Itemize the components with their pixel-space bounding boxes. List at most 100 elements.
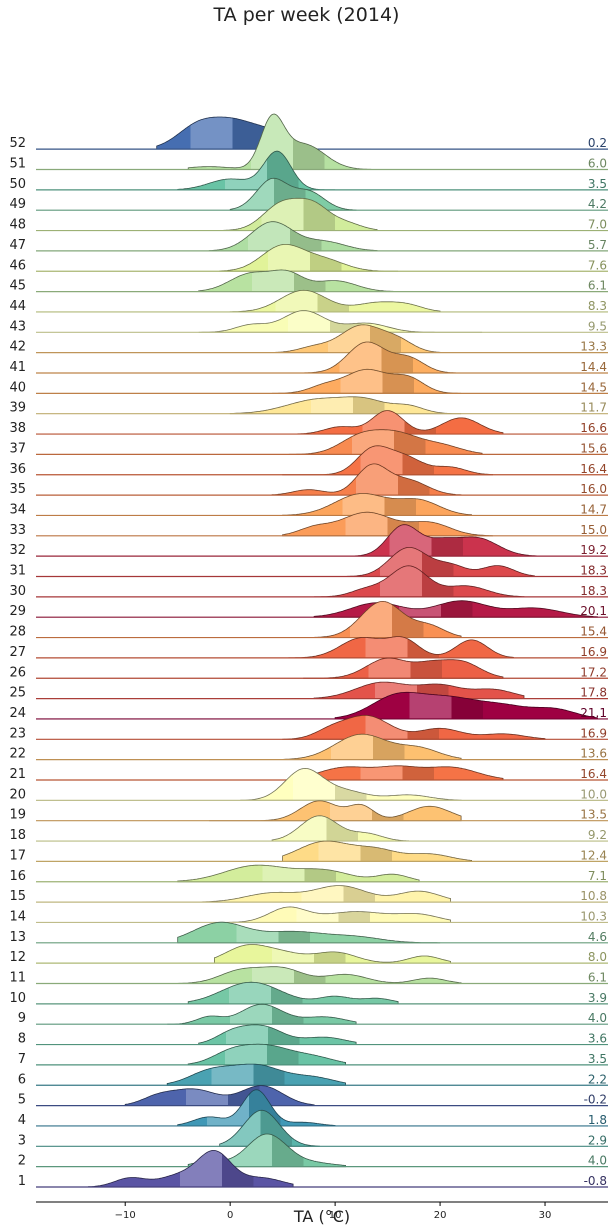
week-label: 5 (18, 1093, 26, 1108)
mean-label: 7.1 (588, 869, 607, 883)
ridge-week-10 (36, 981, 608, 1005)
mean-label: 20.1 (580, 604, 607, 618)
ridge-area (282, 429, 483, 455)
week-label: 15 (9, 889, 26, 904)
ridge-area (271, 463, 462, 496)
ridge-week-24 (36, 691, 608, 720)
week-label: 37 (9, 441, 26, 456)
ridge-week-9 (36, 1003, 608, 1025)
ridge-area (177, 966, 462, 984)
mean-label: 4.6 (588, 930, 607, 944)
mean-label: 6.1 (588, 279, 607, 293)
week-label: 22 (9, 747, 26, 762)
ridge-week-29 (36, 600, 608, 618)
x-axis-label: TA (°C) (293, 1207, 350, 1226)
mean-label: 10.3 (580, 909, 607, 923)
week-label: 2 (18, 1154, 26, 1169)
week-label: 23 (9, 726, 26, 741)
week-label: 47 (9, 238, 26, 253)
ridge-week-43 (36, 310, 608, 333)
ridge-area (198, 269, 399, 292)
mean-label: 4.0 (588, 1154, 607, 1168)
mean-label: 14.7 (580, 502, 607, 516)
ridge-week-49 (36, 177, 608, 211)
ridge-week-50 (36, 150, 608, 191)
week-label: 43 (9, 319, 26, 334)
ridge-area (209, 800, 462, 822)
chart-title: TA per week (2014) (213, 4, 400, 26)
mean-label: 18.3 (580, 564, 607, 578)
mean-label: 9.2 (588, 828, 607, 842)
ridge-area (88, 1150, 294, 1188)
ridge-area (187, 981, 399, 1005)
ridge-area (187, 113, 378, 170)
ridge-week-41 (36, 341, 608, 374)
mean-label: 12.4 (580, 848, 607, 862)
ridge-area (208, 221, 378, 252)
ridge-week-27 (36, 636, 608, 659)
week-label: 27 (9, 645, 26, 660)
x-tick-label: −10 (115, 1210, 136, 1221)
mean-label: 7.6 (588, 258, 607, 272)
mean-label: 15.0 (580, 523, 607, 537)
ridge-area (282, 840, 472, 862)
week-label: 46 (9, 258, 26, 273)
ridge-week-22 (36, 733, 608, 761)
ridge-area (177, 150, 336, 191)
ridge-week-51 (36, 113, 608, 171)
ridge-area (335, 547, 535, 577)
week-label: 14 (9, 909, 26, 924)
mean-label: 13.5 (580, 808, 607, 822)
week-label: 1 (18, 1174, 26, 1189)
mean-label: 11.7 (580, 401, 607, 415)
week-label: 19 (9, 808, 26, 823)
ridge-area (282, 511, 493, 537)
ridge-week-2 (36, 1133, 608, 1168)
ridge-area (292, 765, 504, 781)
week-label: 41 (9, 360, 26, 375)
mean-label: 16.4 (580, 767, 607, 781)
ridge-week-31 (36, 547, 608, 578)
week-label: 35 (9, 482, 26, 497)
ridge-area (293, 341, 462, 374)
week-label: 12 (9, 950, 26, 965)
ridge-week-11 (36, 966, 608, 985)
ridge-area (229, 177, 357, 211)
ridge-week-33 (36, 511, 608, 537)
ridge-area (219, 1109, 320, 1147)
mean-label: 4.2 (588, 197, 607, 211)
x-axis: −10 0 10 20 30 (36, 1201, 608, 1221)
week-label: 49 (9, 197, 26, 212)
week-label: 42 (9, 340, 26, 355)
week-label: 38 (9, 421, 26, 436)
ridge-area (282, 410, 504, 435)
week-label: 17 (9, 848, 26, 863)
week-label: 18 (9, 828, 26, 843)
week-label: 10 (9, 991, 26, 1006)
mean-label: 4.0 (588, 1011, 607, 1025)
mean-label: 6.0 (588, 157, 607, 171)
week-label: 50 (9, 177, 26, 192)
ridge-area (229, 289, 441, 313)
week-label: 6 (18, 1072, 26, 1087)
ridge-area (282, 636, 514, 659)
ridge-week-14 (36, 906, 608, 924)
ridge-week-30 (36, 565, 608, 598)
ridge-area (177, 1089, 336, 1127)
mean-label: 9.5 (588, 319, 607, 333)
week-label: 31 (9, 564, 26, 579)
ridge-week-4 (36, 1089, 608, 1127)
mean-label: 2.2 (588, 1072, 607, 1086)
week-label: 8 (18, 1032, 26, 1047)
week-label: 30 (9, 584, 26, 599)
ridge-week-47 (36, 221, 608, 252)
mean-label: 16.0 (580, 482, 607, 496)
week-label: 20 (9, 787, 26, 802)
ridge-area (271, 324, 462, 353)
ridge-week-37 (36, 429, 608, 455)
x-tick-label: 0 (227, 1210, 233, 1221)
ridge-area (187, 1043, 346, 1066)
week-label: 16 (9, 869, 26, 884)
ridge-week-13 (36, 921, 608, 944)
